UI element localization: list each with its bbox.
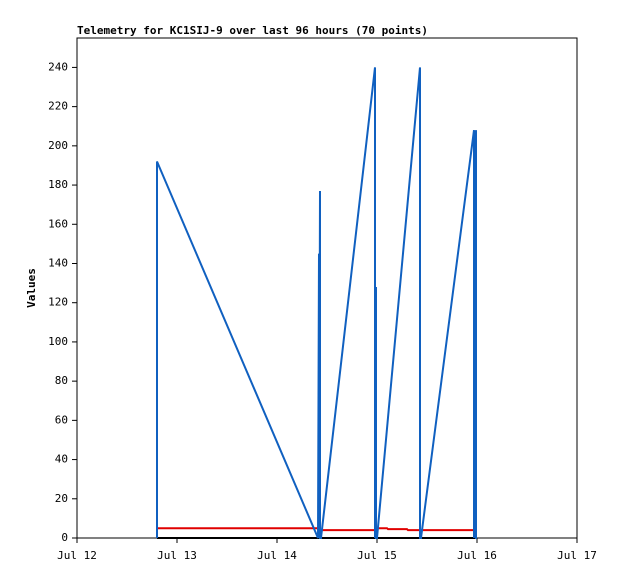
y-tick-label: 80 [55,374,68,387]
x-tick-label: Jul 17 [557,549,597,562]
y-tick-label: 60 [55,413,68,426]
x-tick-label: Jul 16 [457,549,497,562]
y-tick-label: 180 [48,178,68,191]
y-tick-label: 120 [48,296,68,309]
x-tick-label: Jul 15 [357,549,397,562]
y-tick-label: 20 [55,492,68,505]
y-tick-label: 40 [55,453,68,466]
series-line [156,67,477,539]
y-tick-label: 140 [48,256,68,269]
x-tick-label: Jul 12 [57,549,97,562]
y-tick-label: 160 [48,217,68,230]
y-tick-label: 0 [61,531,68,544]
x-tick-label: Jul 14 [257,549,297,562]
chart-title: Telemetry for KC1SIJ-9 over last 96 hour… [77,24,428,37]
y-tick-label: 220 [48,100,68,113]
x-tick-label: Jul 13 [157,549,197,562]
y-tick-label: 240 [48,60,68,73]
y-axis-label: Values [25,268,38,308]
y-tick-label: 100 [48,335,68,348]
y-tick-label: 200 [48,139,68,152]
